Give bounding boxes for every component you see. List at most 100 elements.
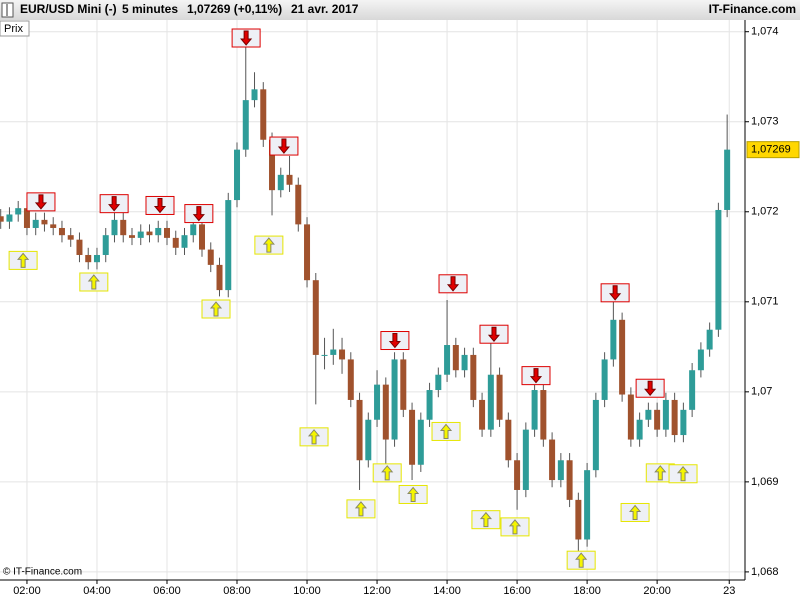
candle-body <box>137 231 144 238</box>
candle-body <box>654 409 661 430</box>
signal-arrow <box>529 368 543 384</box>
quote: 1,07269 (+0,11%) <box>187 2 282 16</box>
signal-arrow <box>446 276 460 292</box>
candle-body <box>610 319 617 360</box>
signal-arrow <box>629 504 642 520</box>
signal-arrow <box>676 465 690 482</box>
signal-arrow <box>108 196 121 212</box>
candle-body <box>339 349 346 360</box>
signal-arrow <box>209 301 223 317</box>
candle-body <box>0 216 4 222</box>
candle-body <box>584 470 591 540</box>
candle-body <box>304 224 311 281</box>
candle-body <box>505 419 512 461</box>
signal-arrow <box>262 237 275 253</box>
signal-arrow <box>192 206 205 222</box>
candle-body <box>163 227 170 238</box>
candle-body <box>452 345 459 371</box>
candle-body <box>514 460 521 490</box>
y-tick-label: 1,071 <box>751 296 779 308</box>
copyright: © IT-Finance.com <box>3 567 82 578</box>
candle-body <box>225 200 232 291</box>
signal-arrow <box>354 501 368 517</box>
signal-arrow <box>479 511 492 528</box>
signal-arrow <box>439 423 453 439</box>
signal-arrow <box>644 380 657 397</box>
candle-body <box>181 235 188 248</box>
x-tick-label: 18:00 <box>573 585 601 597</box>
candle-body <box>32 219 39 228</box>
last-price-label: 1,07269 <box>751 144 791 156</box>
signal-arrow <box>381 465 394 481</box>
candle-body <box>374 384 381 420</box>
signal-arrow <box>307 429 321 445</box>
candle-body <box>347 359 354 400</box>
candle-body <box>269 139 276 191</box>
candle-body <box>155 227 162 236</box>
candle-body <box>128 235 135 238</box>
candle-body <box>549 439 556 481</box>
candle-body <box>85 254 92 263</box>
candle-body <box>715 209 722 330</box>
header-bar <box>0 0 800 20</box>
x-tick-label: 08:00 <box>223 585 251 597</box>
candle-body <box>190 224 197 236</box>
candle-body <box>251 89 258 101</box>
candle-body <box>496 374 503 420</box>
candle-body <box>479 399 486 430</box>
candle-body <box>409 409 416 465</box>
candle-body <box>260 89 267 140</box>
date: 21 avr. 2017 <box>291 2 359 16</box>
candle-body <box>382 384 389 440</box>
y-tick-label: 1,07 <box>751 386 772 398</box>
candle-body <box>680 409 687 436</box>
candle-body <box>444 345 451 375</box>
candle-body <box>522 429 529 490</box>
candle-body <box>199 224 206 250</box>
x-tick-label: 10:00 <box>293 585 321 597</box>
signal-arrow <box>654 465 667 481</box>
x-tick-label: 02:00 <box>13 585 41 597</box>
candle-body <box>540 390 547 440</box>
signal-arrow <box>487 326 501 342</box>
panel-label-box <box>0 20 30 37</box>
symbol: EUR/USD Mini (-) <box>20 2 117 16</box>
x-tick-label: 14:00 <box>433 585 461 597</box>
interval: 5 minutes <box>122 2 178 16</box>
candle-body <box>557 460 564 481</box>
candle-body <box>330 349 337 355</box>
candle-body <box>295 184 302 225</box>
candle-body <box>592 399 599 471</box>
x-tick-label: 12:00 <box>363 585 391 597</box>
y-tick-label: 1,072 <box>751 206 779 218</box>
signal-arrow <box>508 519 522 535</box>
signal-arrow <box>575 552 588 568</box>
x-tick-label: 20:00 <box>643 585 671 597</box>
candle-body <box>93 254 100 263</box>
signal-arrow <box>17 252 30 268</box>
candle-body <box>207 249 214 265</box>
candle-body <box>76 239 83 255</box>
candle-body <box>6 214 13 222</box>
candle-body <box>461 354 468 371</box>
candle-body <box>417 419 424 465</box>
candle-body <box>23 208 30 228</box>
candle-body <box>234 149 241 201</box>
candle-body <box>697 349 704 371</box>
candle-body <box>619 319 626 395</box>
candle-body <box>312 280 319 355</box>
candle-body <box>365 419 372 461</box>
candle-body <box>487 374 494 430</box>
x-tick-label: 04:00 <box>83 585 111 597</box>
candle-body <box>111 219 118 236</box>
candle-body <box>172 237 179 248</box>
candle-body <box>321 354 328 356</box>
y-tick-label: 1,068 <box>751 566 779 578</box>
signal-arrow <box>277 138 290 154</box>
signal-arrow <box>609 285 622 301</box>
y-tick-label: 1,069 <box>751 476 779 488</box>
candle-body <box>277 174 284 191</box>
candle-body <box>601 359 608 400</box>
panel-label: Prix <box>4 23 23 35</box>
